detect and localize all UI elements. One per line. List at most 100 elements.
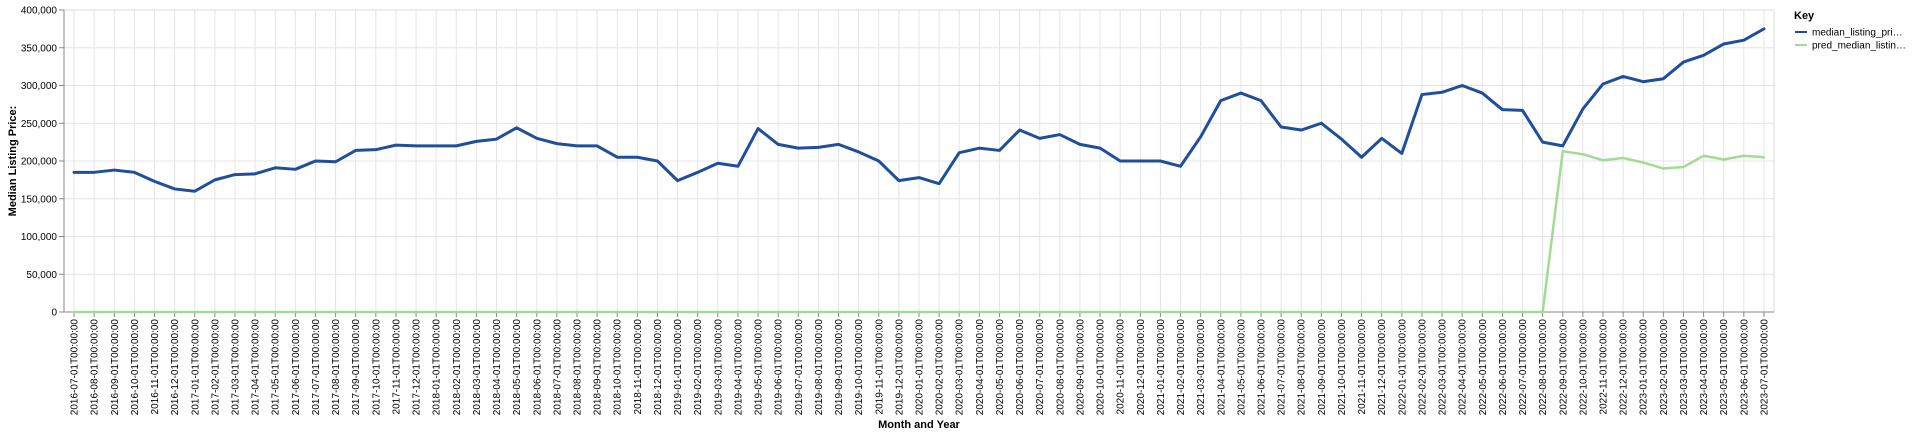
x-tick-label: 2023-02-01T00:00:00: [1659, 319, 1670, 416]
y-tick-label: 250,000: [21, 119, 58, 130]
x-tick-label: 2018-10-01T00:00:00: [613, 319, 624, 416]
x-tick-label: 2016-09-01T00:00:00: [110, 319, 121, 416]
y-axis: 0 50,000 100,000 150,000 200,000 250,000 300,0…: [21, 6, 65, 319]
x-tick-label: 2021-06-01T00:00:00: [1257, 319, 1268, 416]
x-tick-label: 2022-10-01T00:00:00: [1578, 319, 1589, 416]
x-tick-label: 2023-04-01T00:00:00: [1699, 319, 1710, 416]
x-tick-label: 2016-08-01T00:00:00: [90, 319, 101, 416]
x-tick-label: 2023-06-01T00:00:00: [1739, 319, 1750, 416]
x-tick-label: 2021-09-01T00:00:00: [1317, 319, 1328, 416]
x-tick-label: 2019-09-01T00:00:00: [834, 319, 845, 416]
y-tick-label: 100,000: [21, 232, 58, 243]
series-lines: [72, 27, 1766, 314]
series-line-median-listing-price: [72, 27, 1766, 193]
x-tick-label: 2020-10-01T00:00:00: [1096, 319, 1107, 416]
x-tick-label: 2023-07-01T00:00:00: [1759, 319, 1770, 416]
x-tick-label: 2019-03-01T00:00:00: [713, 319, 724, 416]
x-tick-label: 2023-05-01T00:00:00: [1719, 319, 1730, 416]
x-tick-label: 2019-05-01T00:00:00: [754, 319, 765, 416]
x-tick-label: 2019-12-01T00:00:00: [894, 319, 905, 416]
x-tick-label: 2022-09-01T00:00:00: [1558, 319, 1569, 416]
x-tick-label: 2020-03-01T00:00:00: [955, 319, 966, 416]
x-tick-label: 2021-03-01T00:00:00: [1196, 319, 1207, 416]
x-tick-label: 2019-02-01T00:00:00: [693, 319, 704, 416]
x-tick-label: 2017-12-01T00:00:00: [412, 319, 423, 416]
x-tick-label: 2022-04-01T00:00:00: [1458, 319, 1469, 416]
x-tick-label: 2017-07-01T00:00:00: [311, 319, 322, 416]
x-tick-label: 2021-07-01T00:00:00: [1277, 319, 1288, 416]
x-tick-label: 2021-05-01T00:00:00: [1236, 319, 1247, 416]
x-tick-label: 2022-03-01T00:00:00: [1438, 319, 1449, 416]
x-tick-label: 2017-11-01T00:00:00: [391, 319, 402, 415]
x-tick-label: 2018-11-01T00:00:00: [633, 319, 644, 415]
x-tick-label: 2017-06-01T00:00:00: [291, 319, 302, 416]
x-tick-label: 2017-01-01T00:00:00: [190, 319, 201, 416]
x-tick-label: 2020-08-01T00:00:00: [1055, 319, 1066, 416]
y-tick-label: 400,000: [21, 6, 58, 17]
y-tick-label: 350,000: [21, 43, 58, 54]
x-tick-label: 2018-09-01T00:00:00: [593, 319, 604, 416]
x-tick-label: 2017-03-01T00:00:00: [231, 319, 242, 416]
x-tick-label: 2022-08-01T00:00:00: [1538, 319, 1549, 416]
x-tick-label: 2023-01-01T00:00:00: [1639, 319, 1650, 416]
x-tick-label: 2018-04-01T00:00:00: [492, 319, 503, 416]
x-tick-label: 2021-04-01T00:00:00: [1216, 319, 1227, 416]
x-tick-label: 2019-07-01T00:00:00: [794, 319, 805, 416]
legend-label: median_listing_pri…: [1812, 28, 1903, 39]
x-tick-label: 2020-02-01T00:00:00: [935, 319, 946, 416]
x-tick-label: 2022-11-01T00:00:00: [1599, 319, 1610, 415]
x-tick-label: 2023-03-01T00:00:00: [1679, 319, 1690, 416]
x-tick-label: 2022-07-01T00:00:00: [1518, 319, 1529, 416]
x-tick-label: 2022-02-01T00:00:00: [1417, 319, 1428, 416]
x-tick-label: 2021-12-01T00:00:00: [1377, 319, 1388, 416]
x-tick-label: 2018-08-01T00:00:00: [573, 319, 584, 416]
x-tick-label: 2017-10-01T00:00:00: [371, 319, 382, 416]
x-tick-label: 2019-11-01T00:00:00: [874, 319, 885, 415]
x-tick-label: 2020-12-01T00:00:00: [1136, 319, 1147, 416]
x-tick-label: 2016-07-01T00:00:00: [70, 319, 81, 416]
x-tick-label: 2016-12-01T00:00:00: [170, 319, 181, 416]
x-tick-label: 2017-09-01T00:00:00: [351, 319, 362, 416]
x-tick-label: 2018-02-01T00:00:00: [452, 319, 463, 416]
x-tick-label: 2021-10-01T00:00:00: [1337, 319, 1348, 416]
y-tick-label: 50,000: [26, 270, 57, 281]
y-tick-label: 300,000: [21, 81, 58, 92]
x-tick-label: 2018-06-01T00:00:00: [532, 319, 543, 416]
x-axis-title: Month and Year: [878, 419, 960, 431]
x-tick-label: 2019-08-01T00:00:00: [814, 319, 825, 416]
y-tick-label: 0: [51, 308, 57, 319]
x-tick-label: 2020-11-01T00:00:00: [1116, 319, 1127, 415]
legend: Key median_listing_pri… pred_median_listi…: [1794, 10, 1906, 52]
x-tick-label: 2022-06-01T00:00:00: [1498, 319, 1509, 416]
x-tick-label: 2019-06-01T00:00:00: [774, 319, 785, 416]
x-tick-label: 2016-10-01T00:00:00: [130, 319, 141, 416]
x-tick-label: 2020-09-01T00:00:00: [1075, 319, 1086, 416]
x-tick-label: 2017-04-01T00:00:00: [251, 319, 262, 416]
x-tick-label: 2018-03-01T00:00:00: [472, 319, 483, 416]
legend-title: Key: [1794, 10, 1815, 22]
x-tick-label: 2018-12-01T00:00:00: [653, 319, 664, 416]
x-tick-label: 2021-02-01T00:00:00: [1176, 319, 1187, 416]
x-tick-label: 2017-02-01T00:00:00: [210, 319, 221, 416]
x-tick-label: 2022-01-01T00:00:00: [1397, 319, 1408, 416]
y-axis-title: Median Listing Price:: [7, 106, 19, 217]
x-tick-label: 2020-06-01T00:00:00: [1015, 319, 1026, 416]
y-tick-label: 200,000: [21, 157, 58, 168]
x-tick-label: 2021-11-01T00:00:00: [1357, 319, 1368, 415]
series-line-pred-median-listing-price: [72, 149, 1766, 314]
x-tick-label: 2018-07-01T00:00:00: [552, 319, 563, 416]
x-tick-label: 2020-04-01T00:00:00: [975, 319, 986, 416]
x-tick-label: 2017-05-01T00:00:00: [271, 319, 282, 416]
x-tick-label: 2020-05-01T00:00:00: [995, 319, 1006, 416]
x-tick-label: 2018-01-01T00:00:00: [432, 319, 443, 416]
legend-label: pred_median_listin…: [1812, 41, 1906, 52]
x-tick-label: 2019-10-01T00:00:00: [854, 319, 865, 416]
x-tick-label: 2022-12-01T00:00:00: [1619, 319, 1630, 416]
x-tick-label: 2021-01-01T00:00:00: [1156, 319, 1167, 416]
x-tick-label: 2016-11-01T00:00:00: [150, 319, 161, 415]
x-tick-label: 2021-08-01T00:00:00: [1297, 319, 1308, 416]
x-axis: 2016-07-01T00:00:00 2016-08-01T00:00:00 20…: [64, 311, 1774, 416]
